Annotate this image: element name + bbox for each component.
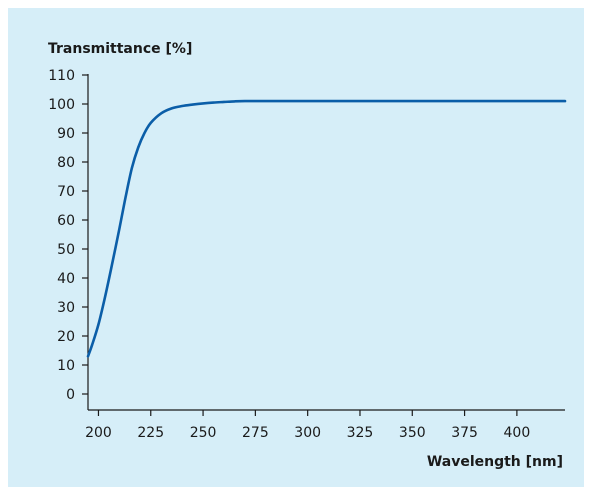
x-ticks: 200 225 250 275 300 325 350 375 400 [85,410,530,441]
y-tick-label: 40 [57,271,75,287]
y-tick-label: 110 [48,68,75,84]
y-tick-label: 60 [57,213,75,229]
y-tick-label: 20 [57,329,75,345]
x-tick-label: 400 [504,425,531,441]
x-tick-label: 275 [242,425,269,441]
x-tick-label: 200 [85,425,112,441]
y-tick-label: 0 [66,387,75,403]
y-ticks: 0 10 20 30 40 50 60 70 80 90 100 110 [48,68,88,403]
y-tick-label: 50 [57,242,75,258]
y-tick-label: 30 [57,300,75,316]
x-axis-title: Wavelength [nm] [427,454,563,470]
x-tick-label: 350 [399,425,426,441]
y-tick-label: 10 [57,358,75,374]
y-tick-label: 70 [57,184,75,200]
y-axis-title: Transmittance [%] [48,41,192,57]
x-tick-label: 225 [137,425,164,441]
x-tick-label: 375 [451,425,478,441]
x-tick-label: 325 [347,425,374,441]
y-tick-label: 80 [57,155,75,171]
x-tick-label: 250 [190,425,217,441]
y-tick-label: 100 [48,97,75,113]
x-tick-label: 300 [294,425,321,441]
y-tick-label: 90 [57,126,75,142]
transmittance-series-line [86,99,567,358]
chart-panel [8,8,584,487]
